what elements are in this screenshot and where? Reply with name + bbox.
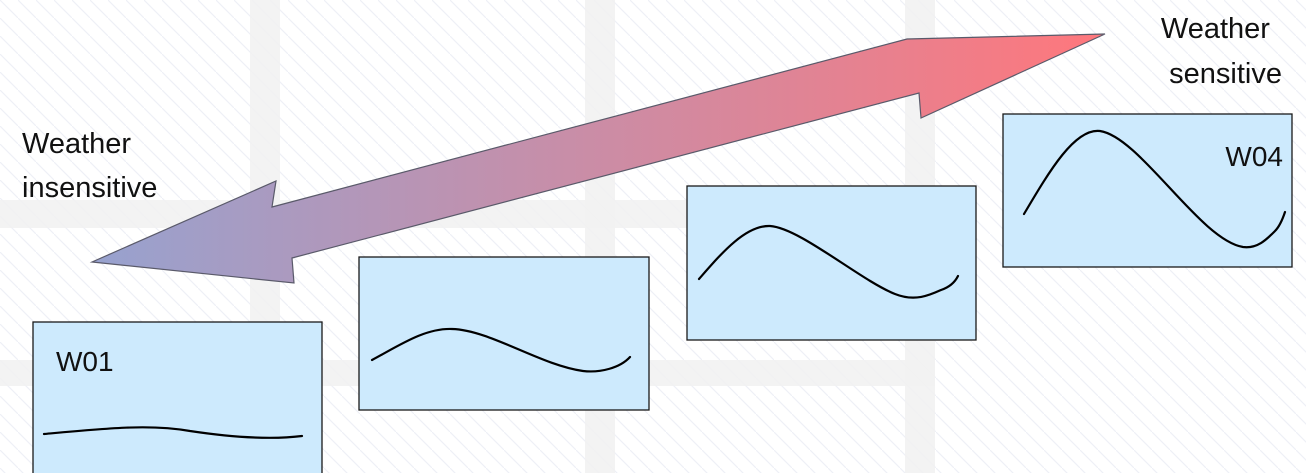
load-profile-panel-w01: W01 xyxy=(32,321,323,473)
sensitive-label-line1: Weather xyxy=(1161,13,1270,45)
sensitivity-arrow xyxy=(89,33,1106,284)
panel-w04-curve xyxy=(1022,129,1287,249)
insensitive-label-line2: insensitive xyxy=(22,172,157,204)
panel-3-box xyxy=(686,185,977,341)
panel-3-curve xyxy=(697,224,960,299)
panel-w01-box xyxy=(32,321,323,473)
panel-w01-label: W01 xyxy=(56,346,114,377)
sensitive-label: Weather sensitive xyxy=(1161,13,1282,90)
load-profile-panel-3 xyxy=(686,185,977,341)
panel-2-curve xyxy=(370,327,632,373)
panel-w04-label: W04 xyxy=(1225,141,1283,172)
panel-2-box xyxy=(358,256,650,411)
load-profile-panel-w04: W04 xyxy=(1002,113,1293,268)
panel-w04-box xyxy=(1002,113,1293,268)
insensitive-label: Weather insensitive xyxy=(22,128,157,204)
panel-w01-curve xyxy=(42,426,304,439)
load-profile-panel-2 xyxy=(358,256,650,411)
insensitive-label-line1: Weather xyxy=(22,128,131,160)
sensitive-label-line2: sensitive xyxy=(1169,58,1282,90)
